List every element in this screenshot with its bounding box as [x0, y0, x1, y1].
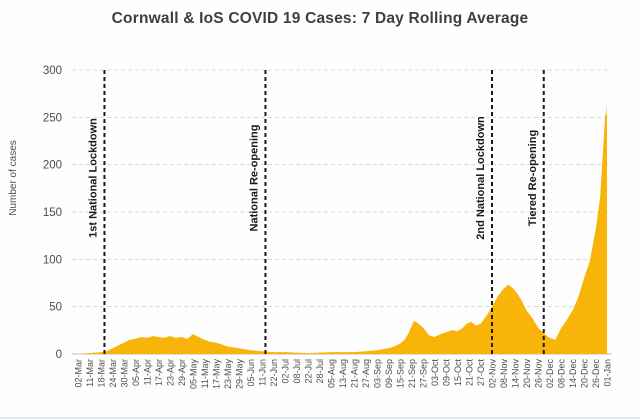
x-tick-label: 09-Sep [384, 359, 394, 388]
x-tick-label: 01-Jan [603, 359, 613, 387]
chart-title: Cornwall & IoS COVID 19 Cases: 7 Day Rol… [111, 10, 529, 27]
x-tick-label: 24-Mar [108, 359, 118, 388]
x-tick-label: 02-Mar [74, 359, 84, 388]
x-tick-label: 05-May [189, 359, 199, 390]
x-tick-label: 15-Sep [396, 359, 406, 388]
x-tick-label: 11-May [200, 359, 210, 389]
x-tick-label: 17-Apr [154, 359, 164, 386]
y-tick-label: 200 [43, 160, 62, 172]
x-tick-label: 15-Oct [453, 359, 463, 387]
x-tick-label: 22-Jul [304, 359, 314, 384]
x-tick-label: 02-Nov [488, 359, 498, 389]
x-tick-label: 14-Nov [511, 359, 521, 389]
x-tick-label: 27-Oct [476, 359, 486, 387]
x-tick-label: 23-Apr [166, 359, 176, 386]
x-tick-label: 03-Sep [373, 359, 383, 388]
y-tick-label: 100 [43, 254, 62, 266]
x-tick-label: 22-Jun [269, 359, 279, 387]
event-line-label: 2nd National Lockdown [475, 116, 487, 240]
x-tick-label: 08-Jul [292, 359, 302, 384]
x-tick-label: 09-Oct [442, 359, 452, 387]
y-axis-title: Number of cases [8, 140, 19, 216]
x-tick-label: 21-Sep [407, 359, 417, 388]
event-line-label: National Re-opening [248, 125, 260, 232]
x-tick-label: 02-Dec [545, 359, 555, 389]
y-tick-label: 250 [43, 112, 62, 124]
y-tick-label: 150 [43, 207, 62, 219]
x-tick-label: 08-Nov [499, 359, 509, 389]
x-tick-label: 20-Nov [522, 359, 532, 389]
footer-divider [0, 417, 640, 419]
event-line-label: Tiered Re-opening [527, 130, 539, 226]
x-tick-label: 29-May [235, 359, 245, 390]
x-tick-label: 30-Mar [120, 359, 130, 388]
x-tick-label: 11-Mar [85, 359, 95, 387]
x-tick-label: 21-Aug [350, 359, 360, 388]
x-tick-label: 27-Aug [361, 359, 371, 388]
x-tick-label: 02-Jul [281, 359, 291, 384]
x-tick-label: 27-Sep [419, 359, 429, 388]
x-tick-label: 08-Dec [557, 359, 567, 389]
x-tick-label: 11-Jun [258, 359, 268, 386]
y-tick-label: 50 [49, 302, 62, 314]
x-tick-label: 05-Aug [327, 359, 337, 388]
x-tick-label: 17-May [212, 359, 222, 390]
x-tick-label: 29-Apr [177, 359, 187, 386]
y-tick-label: 300 [43, 65, 62, 77]
x-tick-label: 26-Nov [534, 359, 544, 389]
y-tick-label: 0 [56, 349, 62, 361]
x-tick-label: 05-Jun [246, 359, 256, 387]
x-tick-label: 03-Oct [430, 359, 440, 387]
x-tick-label: 18-Mar [97, 359, 107, 388]
x-tick-label: 13-Aug [338, 359, 348, 388]
x-tick-label: 20-Dec [580, 359, 590, 389]
x-tick-label: 28-Jul [315, 359, 325, 384]
x-tick-label: 23-May [223, 359, 233, 390]
x-tick-label: 26-Dec [591, 359, 601, 389]
x-tick-label: 11-Apr [143, 359, 153, 385]
x-tick-label: 05-Apr [131, 359, 141, 386]
x-tick-label: 21-Oct [465, 359, 475, 387]
x-tick-label: 14-Dec [568, 359, 578, 389]
event-line-label: 1st National Lockdown [87, 118, 99, 238]
